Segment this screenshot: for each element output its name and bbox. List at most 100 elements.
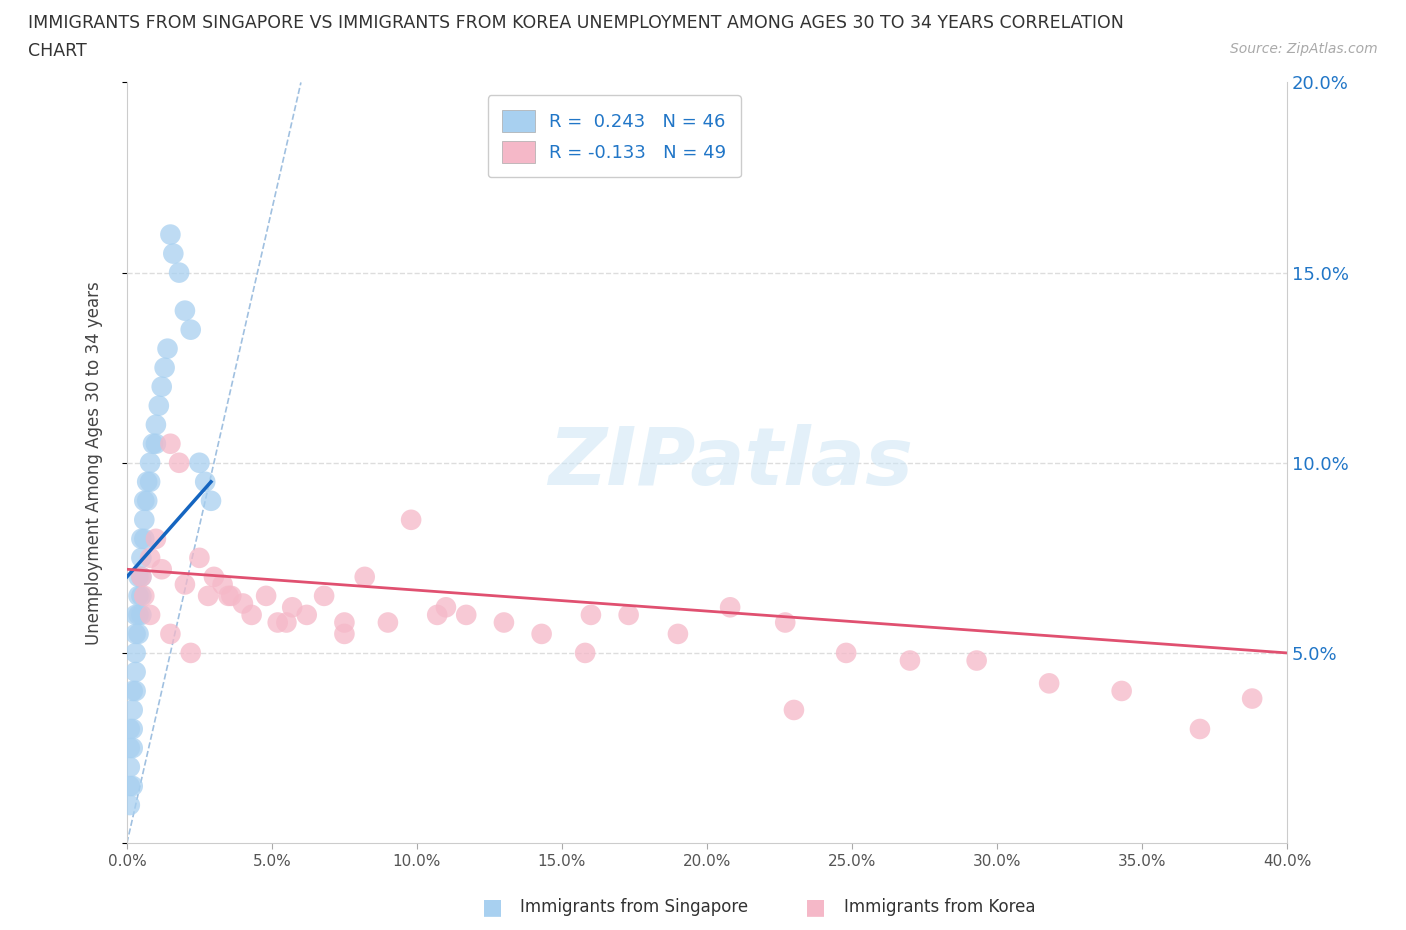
Point — [128, 589, 150, 604]
Point — [197, 589, 219, 604]
Point — [131, 589, 153, 604]
Point — [124, 665, 146, 680]
Point — [118, 778, 141, 793]
Text: Immigrants from Korea: Immigrants from Korea — [844, 897, 1035, 916]
Point — [128, 627, 150, 642]
Point — [121, 722, 143, 737]
Point — [1111, 684, 1133, 698]
Point — [156, 341, 179, 356]
Point — [148, 398, 170, 413]
Point — [167, 265, 190, 280]
Point — [118, 740, 141, 755]
Point — [118, 760, 141, 775]
Point — [530, 627, 553, 642]
Text: ■: ■ — [482, 897, 502, 917]
Point — [131, 607, 153, 622]
Point — [456, 607, 478, 622]
Point — [139, 551, 162, 565]
Point — [579, 607, 602, 622]
Point — [134, 531, 156, 546]
Point — [124, 684, 146, 698]
Point — [353, 569, 375, 584]
Point — [783, 702, 806, 717]
Text: Source: ZipAtlas.com: Source: ZipAtlas.com — [1230, 42, 1378, 56]
Point — [174, 303, 197, 318]
Point — [159, 436, 181, 451]
Point — [180, 645, 202, 660]
Point — [1241, 691, 1264, 706]
Point — [124, 645, 146, 660]
Point — [136, 493, 159, 508]
Point — [139, 456, 162, 471]
Point — [617, 607, 640, 622]
Point — [898, 653, 921, 668]
Point — [666, 627, 689, 642]
Point — [267, 615, 290, 630]
Point — [333, 627, 356, 642]
Point — [211, 577, 233, 591]
Point — [314, 589, 336, 604]
Point — [145, 531, 167, 546]
Point — [131, 551, 153, 565]
Point — [121, 740, 143, 755]
Point — [426, 607, 449, 622]
Point — [240, 607, 263, 622]
Point — [835, 645, 858, 660]
Point — [159, 627, 181, 642]
Point — [118, 798, 141, 813]
Point — [134, 493, 156, 508]
Point — [1188, 722, 1211, 737]
Point — [150, 562, 173, 577]
Point — [174, 577, 197, 591]
Text: ZIPatlas: ZIPatlas — [547, 424, 912, 502]
Point — [254, 589, 277, 604]
Point — [153, 360, 176, 375]
Point — [399, 512, 422, 527]
Point — [202, 569, 225, 584]
Point — [217, 589, 239, 604]
Text: IMMIGRANTS FROM SINGAPORE VS IMMIGRANTS FROM KOREA UNEMPLOYMENT AMONG AGES 30 TO: IMMIGRANTS FROM SINGAPORE VS IMMIGRANTS … — [28, 14, 1123, 32]
Y-axis label: Unemployment Among Ages 30 to 34 years: Unemployment Among Ages 30 to 34 years — [86, 281, 103, 644]
Point — [131, 569, 153, 584]
Point — [574, 645, 596, 660]
Point — [145, 418, 167, 432]
Point — [131, 531, 153, 546]
Point — [139, 474, 162, 489]
Point — [966, 653, 988, 668]
Point — [188, 551, 211, 565]
Text: Immigrants from Singapore: Immigrants from Singapore — [520, 897, 748, 916]
Point — [276, 615, 298, 630]
Point — [1038, 676, 1060, 691]
Point — [295, 607, 318, 622]
Point — [134, 512, 156, 527]
Point — [377, 615, 399, 630]
Point — [118, 722, 141, 737]
Point — [188, 456, 211, 471]
Point — [124, 607, 146, 622]
Point — [167, 456, 190, 471]
Point — [773, 615, 796, 630]
Point — [221, 589, 243, 604]
Point — [124, 627, 146, 642]
Legend: R =  0.243   N = 46, R = -0.133   N = 49: R = 0.243 N = 46, R = -0.133 N = 49 — [488, 95, 741, 178]
Point — [434, 600, 457, 615]
Point — [492, 615, 515, 630]
Point — [136, 474, 159, 489]
Point — [232, 596, 254, 611]
Point — [139, 607, 162, 622]
Point — [142, 436, 165, 451]
Point — [159, 227, 181, 242]
Point — [333, 615, 356, 630]
Text: CHART: CHART — [28, 42, 87, 60]
Point — [128, 607, 150, 622]
Point — [162, 246, 184, 261]
Point — [134, 589, 156, 604]
Point — [121, 778, 143, 793]
Point — [180, 322, 202, 337]
Point — [194, 474, 217, 489]
Point — [131, 569, 153, 584]
Point — [128, 569, 150, 584]
Point — [145, 436, 167, 451]
Text: ■: ■ — [806, 897, 825, 917]
Point — [150, 379, 173, 394]
